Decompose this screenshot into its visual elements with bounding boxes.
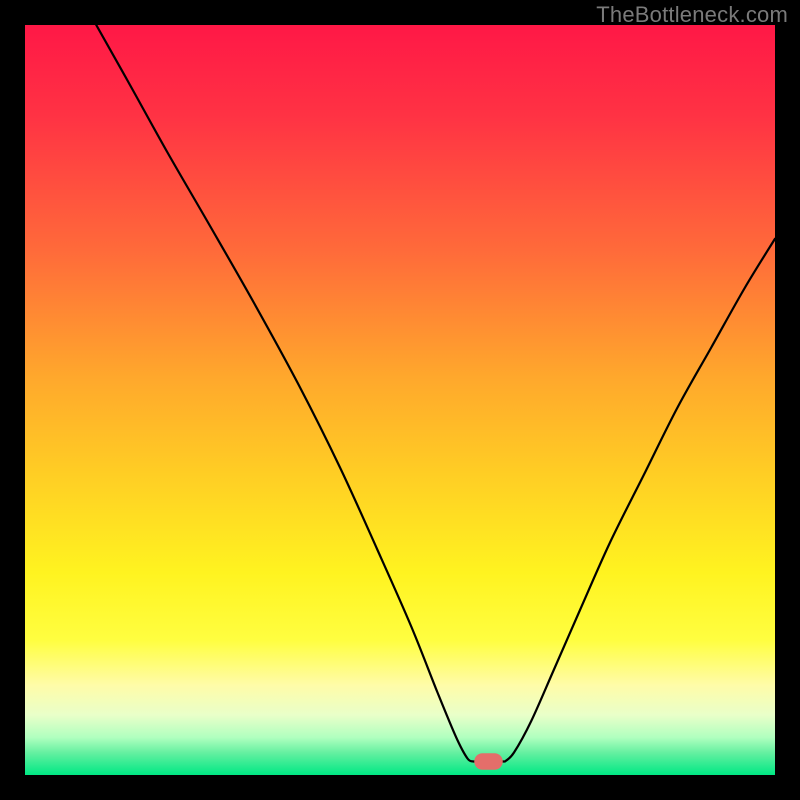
bottleneck-chart <box>0 0 800 800</box>
optimal-marker <box>474 753 503 770</box>
chart-gradient-background <box>25 25 775 775</box>
